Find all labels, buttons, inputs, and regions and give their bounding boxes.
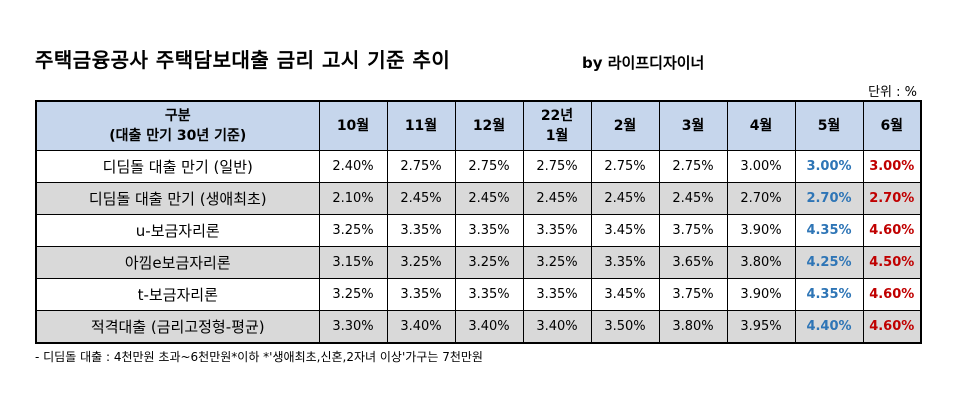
table-row: 디딤돌 대출 만기 (일반) 2.40% 2.75% 2.75% 2.75% 2… xyxy=(35,150,922,183)
table-row: 디딤돌 대출 만기 (생애최초) 2.10% 2.45% 2.45% 2.45%… xyxy=(35,182,922,215)
header-month: 22년 1월 xyxy=(522,100,592,151)
rate-cell: 3.40% xyxy=(522,310,592,344)
rate-cell: 2.75% xyxy=(454,150,524,183)
rate-cell: 3.35% xyxy=(522,278,592,311)
rate-cell-june: 3.00% xyxy=(862,150,922,183)
rate-cell: 3.35% xyxy=(522,214,592,247)
rate-cell: 2.75% xyxy=(386,150,456,183)
header-month: 5월 xyxy=(794,100,864,151)
header-category-line1: 구분 xyxy=(164,108,191,124)
unit-label: 단위 : % xyxy=(868,85,917,100)
table-row: t-보금자리론 3.25% 3.35% 3.35% 3.35% 3.45% 3.… xyxy=(35,278,922,311)
rate-cell: 2.45% xyxy=(522,182,592,215)
rate-cell: 3.40% xyxy=(386,310,456,344)
header-month: 11월 xyxy=(386,100,456,151)
rate-cell-may: 2.70% xyxy=(794,182,864,215)
header-month: 12월 xyxy=(454,100,524,151)
rate-cell: 2.45% xyxy=(386,182,456,215)
rates-table: 구분 (대출 만기 30년 기준) 10월 11월 12월 22년 1월 2월 … xyxy=(35,100,922,344)
rate-cell: 3.00% xyxy=(726,150,796,183)
rate-cell-june: 4.60% xyxy=(862,214,922,247)
rate-cell: 3.35% xyxy=(386,278,456,311)
rate-cell: 3.75% xyxy=(658,278,728,311)
rate-cell: 3.80% xyxy=(658,310,728,344)
rate-cell: 3.25% xyxy=(522,246,592,279)
rate-cell: 3.25% xyxy=(318,214,388,247)
header-month-line1: 22년 xyxy=(540,108,574,124)
row-label: u-보금자리론 xyxy=(35,214,320,247)
rate-cell: 2.75% xyxy=(658,150,728,183)
rate-cell: 3.75% xyxy=(658,214,728,247)
rate-cell: 3.35% xyxy=(386,214,456,247)
rate-cell: 3.35% xyxy=(590,246,660,279)
rate-cell: 3.15% xyxy=(318,246,388,279)
header-row: 구분 (대출 만기 30년 기준) 10월 11월 12월 22년 1월 2월 … xyxy=(35,100,922,151)
row-label: 디딤돌 대출 만기 (일반) xyxy=(35,150,320,183)
rate-cell: 2.45% xyxy=(454,182,524,215)
rate-cell-may: 3.00% xyxy=(794,150,864,183)
header-month-line2: 1월 xyxy=(545,128,569,144)
row-label: t-보금자리론 xyxy=(35,278,320,311)
rate-cell: 3.25% xyxy=(454,246,524,279)
rate-cell: 3.50% xyxy=(590,310,660,344)
rate-cell: 3.95% xyxy=(726,310,796,344)
footnote: - 디딤돌 대출 : 4천만원 초과~6천만원*이하 *'생애최초,신혼,2자녀… xyxy=(35,350,483,364)
rate-cell: 3.25% xyxy=(318,278,388,311)
byline: by 라이프디자이너 xyxy=(582,54,705,72)
rate-cell: 3.90% xyxy=(726,214,796,247)
rate-cell-may: 4.25% xyxy=(794,246,864,279)
table-row: 아낌e보금자리론 3.15% 3.25% 3.25% 3.25% 3.35% 3… xyxy=(35,246,922,279)
rate-cell-june: 4.50% xyxy=(862,246,922,279)
rate-cell: 2.70% xyxy=(726,182,796,215)
page-title: 주택금융공사 주택담보대출 금리 고시 기준 추이 xyxy=(35,48,451,72)
rate-cell: 3.40% xyxy=(454,310,524,344)
header-month: 4월 xyxy=(726,100,796,151)
header-category: 구분 (대출 만기 30년 기준) xyxy=(35,100,320,151)
header-month: 6월 xyxy=(862,100,922,151)
row-label: 아낌e보금자리론 xyxy=(35,246,320,279)
table-row: 적격대출 (금리고정형-평균) 3.30% 3.40% 3.40% 3.40% … xyxy=(35,310,922,344)
rate-cell: 2.40% xyxy=(318,150,388,183)
rate-cell: 3.35% xyxy=(454,278,524,311)
rate-cell: 3.65% xyxy=(658,246,728,279)
header-month: 10월 xyxy=(318,100,388,151)
rate-cell: 3.45% xyxy=(590,278,660,311)
rate-cell: 2.10% xyxy=(318,182,388,215)
rate-cell: 3.35% xyxy=(454,214,524,247)
row-label: 적격대출 (금리고정형-평균) xyxy=(35,310,320,344)
header-month: 2월 xyxy=(590,100,660,151)
rate-cell: 3.45% xyxy=(590,214,660,247)
rate-cell-june: 4.60% xyxy=(862,310,922,344)
rate-cell: 2.75% xyxy=(522,150,592,183)
rate-cell-june: 4.60% xyxy=(862,278,922,311)
table-row: u-보금자리론 3.25% 3.35% 3.35% 3.35% 3.45% 3.… xyxy=(35,214,922,247)
rate-cell-may: 4.35% xyxy=(794,214,864,247)
header-month: 3월 xyxy=(658,100,728,151)
rate-cell-may: 4.35% xyxy=(794,278,864,311)
rate-cell: 3.80% xyxy=(726,246,796,279)
rate-cell-may: 4.40% xyxy=(794,310,864,344)
header-category-line2: (대출 만기 30년 기준) xyxy=(109,128,247,144)
rate-cell: 3.90% xyxy=(726,278,796,311)
row-label: 디딤돌 대출 만기 (생애최초) xyxy=(35,182,320,215)
rate-cell: 2.45% xyxy=(590,182,660,215)
rate-cell: 3.30% xyxy=(318,310,388,344)
rate-cell: 2.75% xyxy=(590,150,660,183)
rate-cell-june: 2.70% xyxy=(862,182,922,215)
rate-cell: 3.25% xyxy=(386,246,456,279)
rate-cell: 2.45% xyxy=(658,182,728,215)
